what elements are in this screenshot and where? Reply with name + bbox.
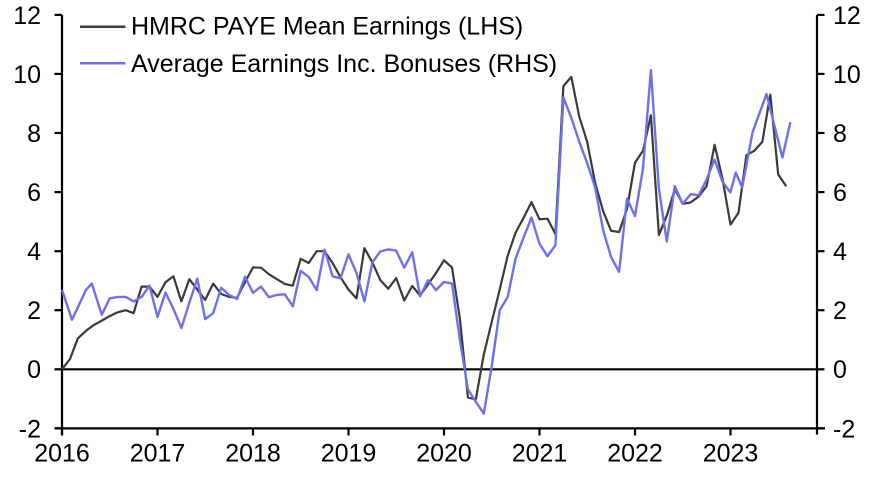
svg-text:2023: 2023 — [703, 440, 759, 468]
svg-text:4: 4 — [27, 238, 41, 266]
svg-text:4: 4 — [833, 238, 847, 266]
svg-text:8: 8 — [833, 120, 847, 148]
svg-text:6: 6 — [833, 179, 847, 207]
svg-text:2020: 2020 — [416, 440, 472, 468]
svg-text:2021: 2021 — [512, 440, 568, 468]
svg-text:0: 0 — [833, 356, 847, 384]
svg-text:12: 12 — [13, 2, 41, 30]
svg-text:2022: 2022 — [607, 440, 663, 468]
svg-text:-2: -2 — [833, 415, 855, 443]
svg-text:6: 6 — [27, 179, 41, 207]
svg-text:12: 12 — [833, 2, 861, 30]
svg-text:HMRC PAYE Mean Earnings (LHS): HMRC PAYE Mean Earnings (LHS) — [131, 13, 523, 41]
svg-text:2019: 2019 — [321, 440, 377, 468]
svg-text:2: 2 — [27, 297, 41, 325]
svg-text:Average Earnings Inc. Bonuses: Average Earnings Inc. Bonuses (RHS) — [131, 50, 557, 78]
svg-text:-2: -2 — [19, 415, 41, 443]
svg-text:2: 2 — [833, 297, 847, 325]
svg-text:2016: 2016 — [34, 440, 90, 468]
svg-text:0: 0 — [27, 356, 41, 384]
svg-text:2017: 2017 — [130, 440, 186, 468]
svg-text:2018: 2018 — [225, 440, 281, 468]
svg-text:8: 8 — [27, 120, 41, 148]
svg-text:10: 10 — [13, 61, 41, 89]
svg-text:10: 10 — [833, 61, 861, 89]
